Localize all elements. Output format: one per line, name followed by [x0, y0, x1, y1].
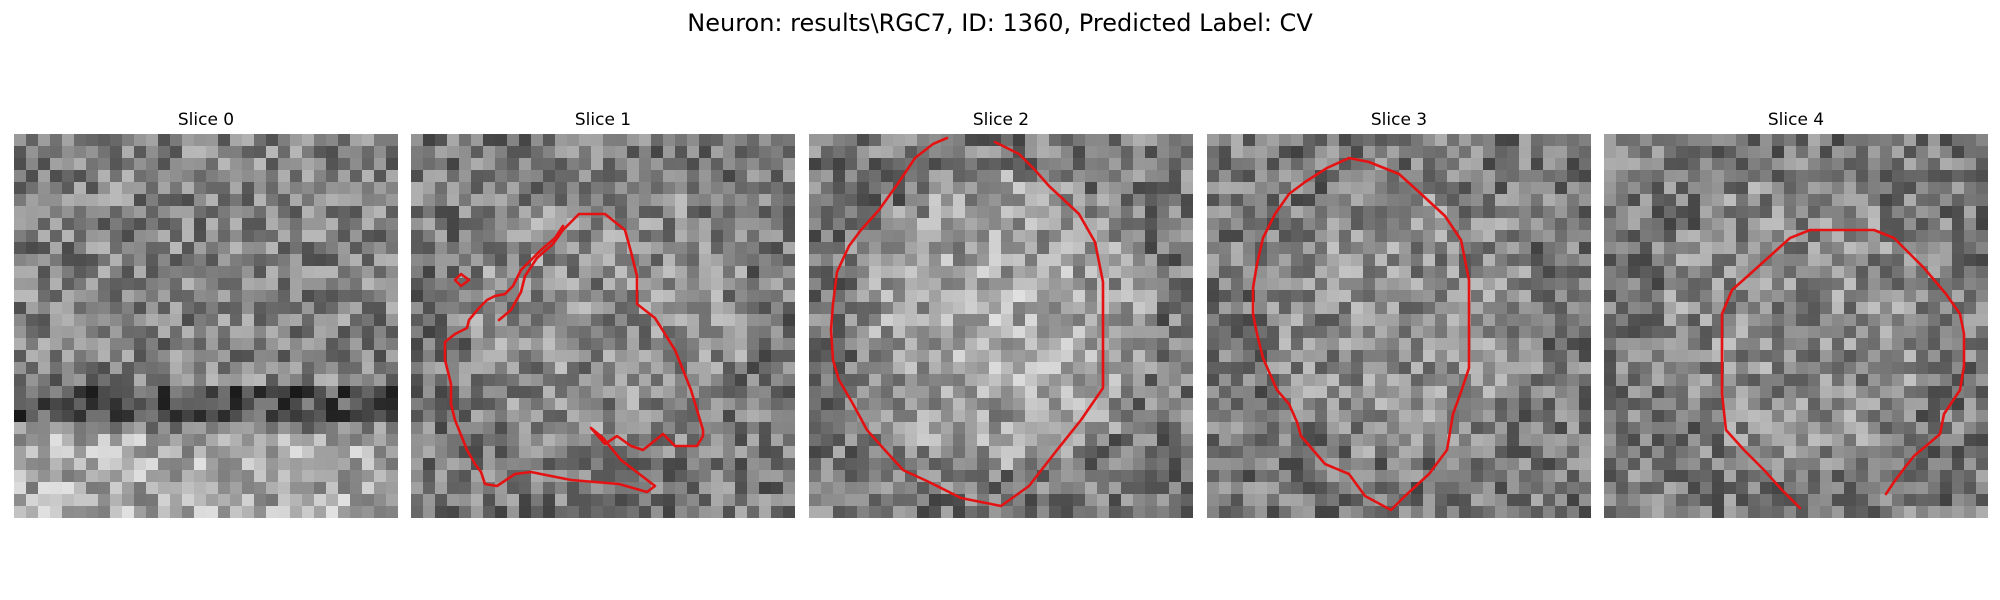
- slice-1-image: [411, 134, 795, 518]
- slice-4-contour: [1720, 228, 1966, 510]
- slice-2-contour: [829, 136, 1105, 508]
- slice-3-panel: [1207, 134, 1591, 518]
- slice-3-contour: [1251, 156, 1471, 512]
- slice-0-title: Slice 0: [177, 110, 235, 130]
- slice-1-title: Slice 1: [574, 110, 632, 130]
- slice-0-image: [14, 134, 398, 518]
- slice-4-contour-line: [1720, 228, 1966, 510]
- slice-1-panel: [411, 134, 795, 518]
- figure-title: Neuron: results\RGC7, ID: 1360, Predicte…: [687, 9, 1313, 37]
- slice-2-image: [809, 134, 1193, 518]
- slice-2-title: Slice 2: [972, 110, 1030, 130]
- slice-4-panel: [1604, 134, 1988, 518]
- slice-1-contour-loop: [453, 272, 471, 288]
- slice-2-contour-line: [829, 136, 1105, 508]
- slice-3-title: Slice 3: [1370, 110, 1428, 130]
- slice-4-title: Slice 4: [1767, 110, 1825, 130]
- slice-3-image: [1207, 134, 1591, 518]
- slice-0-panel: [14, 134, 398, 518]
- slice-1-contour-line: [443, 212, 705, 494]
- slice-4-image: [1604, 134, 1988, 518]
- slice-1-contour: [443, 212, 705, 494]
- slice-3-contour-line: [1251, 156, 1471, 512]
- slice-2-panel: [809, 134, 1193, 518]
